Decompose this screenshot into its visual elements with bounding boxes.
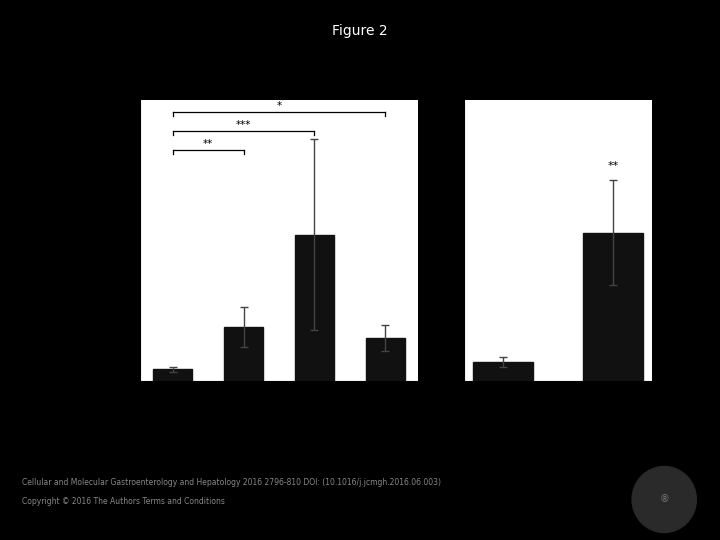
- Text: **: **: [607, 161, 618, 171]
- Text: Figure 2: Figure 2: [332, 24, 388, 38]
- Y-axis label: OGR1 / β-actin: OGR1 / β-actin: [102, 200, 112, 281]
- Text: ®: ®: [660, 495, 669, 504]
- Text: *: *: [276, 100, 282, 111]
- Text: B: B: [412, 71, 426, 89]
- Bar: [224, 327, 263, 381]
- Y-axis label: OGR1 / β-actin: OGR1 / β-actin: [426, 200, 436, 281]
- Circle shape: [632, 467, 696, 532]
- Text: **: **: [203, 139, 213, 148]
- Text: Cellular and Molecular Gastroenterology and Hepatology 2016 2796-810 DOI: (10.10: Cellular and Molecular Gastroenterology …: [22, 478, 441, 487]
- Bar: [153, 369, 192, 381]
- Bar: [473, 362, 534, 381]
- Bar: [582, 233, 643, 381]
- Text: Copyright © 2016 The Authors Terms and Conditions: Copyright © 2016 The Authors Terms and C…: [22, 497, 225, 506]
- Text: A: A: [82, 71, 96, 89]
- Title: THP1 hypoxia (0.2%) time course: THP1 hypoxia (0.2%) time course: [181, 86, 377, 99]
- Bar: [295, 235, 334, 381]
- Text: ***: ***: [236, 120, 251, 130]
- Bar: [366, 338, 405, 381]
- Title: HT29: HT29: [542, 86, 574, 99]
